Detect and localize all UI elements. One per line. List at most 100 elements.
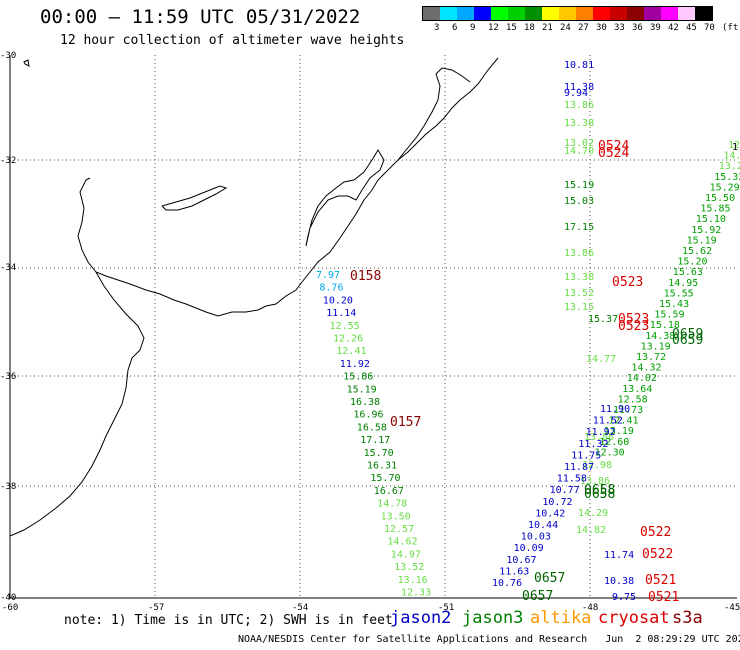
wave-height-value: 13.2	[719, 161, 740, 172]
wave-height-value: 10.03	[521, 532, 551, 543]
wave-height-value: 12.26	[333, 334, 363, 345]
wave-height-value: 16.38	[350, 397, 380, 408]
legend-swatch	[474, 7, 491, 20]
pass-time-tag: 0524	[598, 139, 629, 154]
satellite-altika: altika	[530, 608, 592, 628]
satellite-s3a: s3a	[672, 608, 703, 628]
wave-height-value: 14.62	[387, 537, 417, 548]
wave-height-value: 12.55	[330, 321, 360, 332]
legend-label: 15	[506, 23, 517, 33]
longitude-label: -51	[438, 603, 454, 613]
wave-height-value: 13.86	[584, 432, 614, 443]
wave-height-value: 13.72	[636, 352, 666, 363]
legend-label: 45	[686, 23, 697, 33]
track-labels: 10.8111.389.9413.8613.3813.0214.7015.191…	[316, 60, 740, 605]
longitude-label: -48	[582, 603, 598, 613]
latitude-label: -40	[0, 593, 16, 603]
wave-height-value: 13.19	[641, 341, 671, 352]
wave-height-value: 11.14	[326, 308, 356, 319]
pass-time-tag: 0522	[640, 525, 671, 540]
wave-height-value: 11.32	[578, 439, 608, 450]
wave-height-value: 11.74	[604, 550, 634, 561]
legend-label: 33	[614, 23, 625, 33]
wave-height-value: 15.70	[364, 448, 394, 459]
latitude-label: -36	[0, 372, 16, 382]
chart-subtitle: 12 hour collection of altimeter wave hei…	[60, 33, 405, 48]
wave-height-value: 16.96	[353, 410, 383, 421]
wave-height-value: 11.58	[557, 474, 587, 485]
wave-height-value: 15.19	[347, 384, 377, 395]
wave-height-value: 16.31	[367, 461, 397, 472]
legend-label: 21	[542, 23, 553, 33]
wave-height-value: 15.43	[659, 299, 689, 310]
wave-height-value: 11.75	[571, 450, 601, 461]
legend-swatch	[542, 7, 559, 20]
wave-height-value: 12.57	[384, 524, 414, 535]
pass-time-tag: 0659	[672, 327, 703, 342]
wave-height-value: 14.97	[391, 549, 421, 560]
wave-height-value: 10.67	[506, 555, 536, 566]
legend-swatch	[644, 7, 661, 20]
wave-height-value: 12.41	[608, 416, 638, 427]
satellite-jason2: jason2	[390, 608, 452, 628]
wave-height-value: 10.72	[542, 497, 572, 508]
wave-height-value: 15.50	[705, 193, 735, 204]
pass-time-tag: 0157	[390, 415, 421, 430]
legend-label: 18	[524, 23, 535, 33]
wave-height-value: 12.33	[401, 588, 431, 599]
wave-height-value: 13.52	[394, 562, 424, 573]
pass-time-tag: 0658	[584, 487, 615, 502]
pass-time-tag: 0523	[618, 319, 649, 334]
island	[23, 59, 30, 67]
map-frame	[9, 55, 737, 599]
wave-height-value: 10.38	[604, 576, 634, 587]
coastline-main	[77, 57, 499, 317]
wave-height-value: 13.86	[564, 100, 594, 111]
wave-height-value: 16.67	[374, 486, 404, 497]
wave-height-value: 13.52	[564, 288, 594, 299]
wave-height-value: 11.73	[613, 405, 643, 416]
pass-time-tag: 0523	[612, 275, 643, 290]
wave-height-value: 12.41	[336, 346, 366, 357]
wave-height-value: 13.64	[622, 384, 652, 395]
wave-height-value: 14.29	[578, 508, 608, 519]
wave-height-value: 15.55	[664, 288, 694, 299]
wave-height-value: 10.77	[550, 485, 580, 496]
wave-height-value: 14.95	[668, 278, 698, 289]
wave-height-value: 14.38	[645, 331, 675, 342]
graticule	[10, 55, 737, 598]
pass-time-tag: 0523	[618, 312, 649, 327]
legend-label: 9	[470, 23, 476, 33]
legend-label: 27	[578, 23, 589, 33]
wave-height-value: 11.90	[600, 404, 630, 415]
legend-swatches	[422, 6, 713, 21]
wave-height-value: 15.92	[691, 225, 721, 236]
legend-swatch	[576, 7, 593, 20]
wave-height-value: 12.58	[618, 394, 648, 405]
wave-height-value: 10.20	[323, 295, 353, 306]
wave-height-value: 13.86	[580, 476, 610, 487]
river-mouth	[161, 185, 228, 211]
legend-label: 30	[596, 23, 607, 33]
coastline	[9, 57, 499, 537]
wave-height-value: 10.09	[514, 543, 544, 554]
wave-height-value: 17.15	[564, 222, 594, 233]
wave-height-value: 13.50	[381, 511, 411, 522]
wave-height-value: 14.02	[627, 373, 657, 384]
wave-height-value: 15.37	[588, 314, 618, 325]
legend-label: (ft)	[722, 23, 740, 33]
legend-swatch	[457, 7, 474, 20]
wave-height-value: 10.81	[564, 60, 594, 71]
legend-label: 6	[452, 23, 458, 33]
chart-title: 00:00 – 11:59 UTC 05/31/2022	[40, 6, 361, 28]
wave-height-value: 11.38	[564, 82, 594, 93]
lagoon	[305, 149, 385, 247]
axis-labels: -30 -32 -34 -36 -38 -40-60 -57 -54 -51 -48 -45	[0, 51, 740, 613]
wave-height-value: 15.19	[687, 235, 717, 246]
latitude-label: -38	[0, 482, 16, 492]
wave-height-value: 14.78	[377, 499, 407, 510]
wave-height-value: 15.70	[370, 473, 400, 484]
wave-height-value: 15.29	[710, 182, 740, 193]
legend-swatch	[423, 7, 440, 20]
